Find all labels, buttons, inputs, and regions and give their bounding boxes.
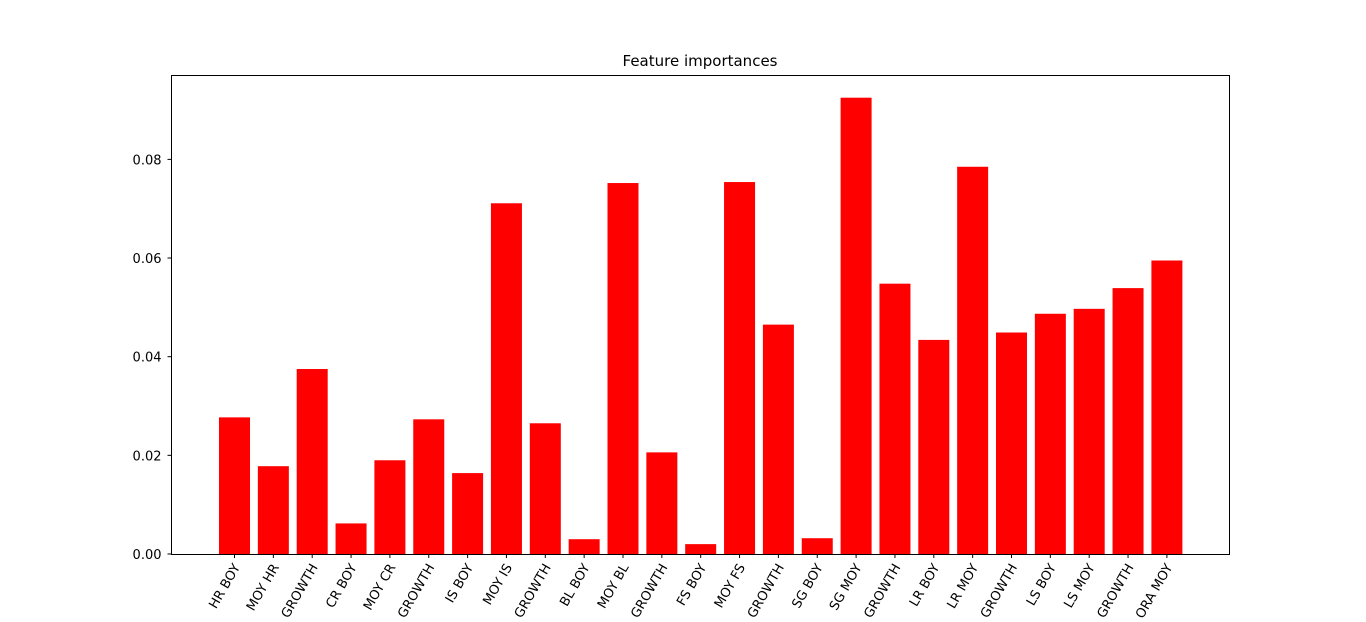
- x-tick-label: GROWTH: [861, 562, 904, 621]
- x-tick-label: GROWTH: [1095, 562, 1138, 621]
- bar: [918, 339, 950, 554]
- x-tick-label: BL BOY: [557, 561, 593, 609]
- x-tick-label: GROWTH: [628, 562, 671, 621]
- bar: [529, 423, 561, 554]
- bar: [219, 417, 250, 554]
- x-tick-label: MOY FS: [712, 562, 749, 611]
- bar: [996, 332, 1027, 554]
- bar-group: [219, 97, 1183, 555]
- y-tick-label: 0.02: [133, 449, 162, 464]
- x-tick-label: HR BOY: [206, 561, 244, 611]
- bar: [957, 166, 989, 554]
- bar: [568, 539, 600, 554]
- bar: [452, 473, 484, 554]
- bar: [801, 538, 833, 554]
- x-tick-label: LS MOY: [1062, 561, 1099, 610]
- x-tick-label: LR MOY: [945, 561, 983, 611]
- bar: [685, 544, 717, 554]
- bar: [335, 523, 367, 554]
- y-tick-label: 0.04: [133, 351, 162, 366]
- bar: [1034, 313, 1066, 554]
- bar: [1151, 260, 1183, 554]
- x-tick-label: FS BOY: [674, 561, 710, 608]
- x-tick-label: MOY CR: [361, 562, 399, 614]
- y-axis: 0.00 0.02 0.04 0.06 0.08: [133, 153, 172, 563]
- bar: [646, 452, 678, 554]
- bar: [724, 182, 756, 555]
- x-tick-label: GROWTH: [279, 562, 322, 621]
- x-tick-label: GROWTH: [395, 562, 438, 621]
- x-tick-label: MOY HR: [244, 562, 283, 614]
- bar: [607, 183, 639, 555]
- x-tick-label: ORA MOY: [1133, 561, 1176, 621]
- x-tick-label: MOY BL: [595, 561, 633, 612]
- bar: [762, 324, 794, 554]
- x-tick-label: GROWTH: [978, 562, 1021, 621]
- bar: [1112, 288, 1144, 554]
- x-tick-label: IS BOY: [443, 561, 477, 605]
- x-tick-label: LR BOY: [907, 561, 943, 609]
- x-tick-label: MOY IS: [480, 562, 515, 608]
- bar: [490, 203, 522, 554]
- chart-title: Feature importances: [623, 52, 778, 70]
- plot-frame: [171, 75, 1230, 555]
- y-tick-label: 0.08: [133, 153, 162, 168]
- bar: [374, 460, 406, 554]
- y-tick-label: 0.06: [133, 252, 162, 267]
- x-tick-label: GROWTH: [745, 562, 788, 621]
- x-tick-label: LS BOY: [1024, 561, 1060, 608]
- x-tick-label: SG MOY: [827, 561, 866, 613]
- y-tick-label: 0.00: [133, 548, 162, 563]
- bar: [413, 419, 445, 554]
- bar: [879, 283, 911, 554]
- bar: [296, 369, 328, 554]
- x-tick-label: CR BOY: [323, 561, 360, 610]
- x-tick-label: SG BOY: [789, 561, 826, 611]
- bar: [840, 97, 872, 554]
- x-tick-label: GROWTH: [512, 562, 555, 621]
- bar: [257, 466, 289, 554]
- bar: [1073, 308, 1105, 554]
